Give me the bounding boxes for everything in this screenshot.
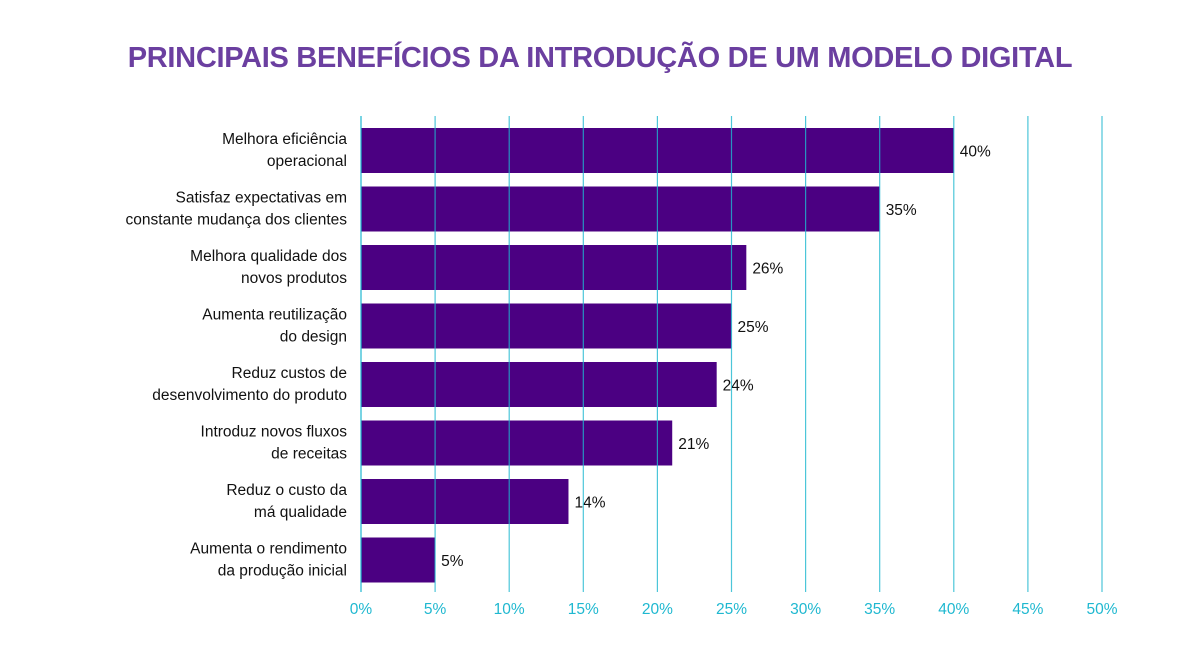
x-tick-label: 50% [1086, 601, 1117, 618]
category-label: Aumenta o rendimento [190, 541, 347, 558]
bar [361, 537, 436, 583]
x-tick-label: 10% [494, 601, 525, 618]
x-tick-label: 45% [1012, 601, 1043, 618]
data-label: 24% [723, 378, 754, 395]
data-label: 14% [574, 495, 605, 512]
x-tick-label: 15% [568, 601, 599, 618]
x-tick-label: 25% [716, 601, 747, 618]
category-label: má qualidade [254, 504, 347, 521]
x-tick-label: 40% [938, 601, 969, 618]
bar [361, 245, 747, 290]
category-label: desenvolvimento do produto [152, 387, 347, 404]
category-label: Reduz o custo da [226, 482, 347, 499]
x-tick-label: 0% [350, 601, 373, 618]
category-label: Aumenta reutilização [202, 307, 347, 324]
bar [361, 420, 673, 466]
data-label: 26% [752, 261, 783, 278]
category-label: Melhora eficiência [222, 131, 347, 148]
category-label: constante mudança dos clientes [126, 212, 348, 229]
bar [361, 479, 569, 524]
category-label: Melhora qualidade dos [190, 248, 347, 265]
x-tick-label: 20% [642, 601, 673, 618]
bar [361, 303, 732, 349]
category-label: novos produtos [241, 270, 347, 287]
data-label: 35% [886, 202, 917, 219]
category-label: de receitas [271, 446, 347, 463]
data-label: 21% [678, 436, 709, 453]
bar [361, 186, 880, 232]
category-label: da produção inicial [218, 563, 347, 580]
category-label: do design [280, 329, 347, 346]
category-label: operacional [267, 153, 347, 170]
data-label: 40% [960, 144, 991, 161]
chart-title: PRINCIPAIS BENEFÍCIOS DA INTRODUÇÃO DE U… [127, 42, 1073, 74]
bar [361, 362, 717, 407]
x-tick-label: 5% [424, 601, 447, 618]
data-label: 25% [738, 319, 769, 336]
category-label: Reduz custos de [232, 365, 347, 382]
x-tick-label: 30% [790, 601, 821, 618]
x-tick-label: 35% [864, 601, 895, 618]
category-label: Introduz novos fluxos [201, 424, 348, 441]
category-label: Satisfaz expectativas em [176, 190, 347, 207]
data-label: 5% [441, 553, 464, 570]
